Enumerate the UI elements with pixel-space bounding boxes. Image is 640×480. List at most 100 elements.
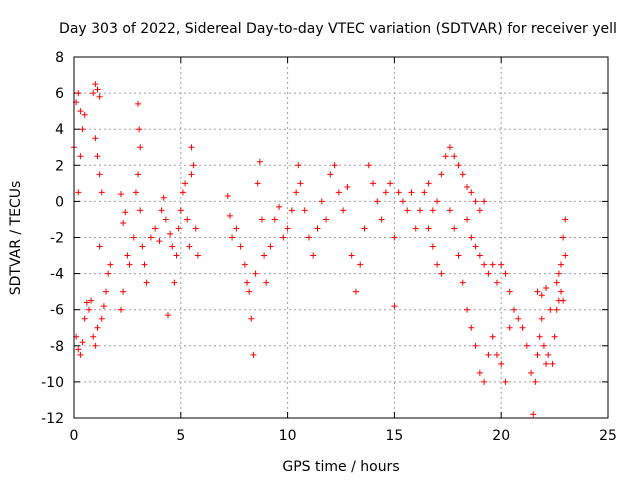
data-point [335,189,342,196]
y-tick-label: -6 [50,303,64,319]
data-point [233,225,240,232]
data-point [421,189,428,196]
data-point [96,171,103,178]
data-point [301,207,308,214]
data-point [280,234,287,241]
data-point [442,153,449,160]
data-point [502,270,509,277]
data-point [126,261,133,268]
data-point [75,90,82,97]
data-point [476,369,483,376]
data-point [511,306,518,313]
axis-ticks: 0 5 10 15 20 25 -12 -10 -8 -6 -4 -2 0 2 4 6 8 [41,50,617,444]
data-point [248,315,255,322]
data-point [173,252,180,259]
data-point [481,261,488,268]
data-point [451,153,458,160]
y-tick-label: -12 [41,411,64,427]
x-axis-label: GPS time / hours [282,459,399,475]
data-point [543,360,550,367]
data-point [562,216,569,223]
data-point [90,90,97,97]
data-point [357,261,364,268]
data-point [553,279,560,286]
data-point [446,207,453,214]
data-point [408,189,415,196]
data-point [295,162,302,169]
data-point [188,144,195,151]
data-point [92,135,99,142]
data-point [293,189,300,196]
data-point [528,369,535,376]
data-point [132,189,139,196]
data-point [502,378,509,385]
data-point [391,303,398,310]
y-tick-label: 6 [55,86,64,102]
data-point [147,234,154,241]
data-point [81,315,88,322]
data-point [98,189,105,196]
data-point [344,183,351,190]
data-point [135,171,142,178]
data-point [314,225,321,232]
data-point [256,158,263,165]
data-point [485,270,492,277]
data-point [417,207,424,214]
data-point [284,225,291,232]
data-point [120,220,127,227]
data-point [468,189,475,196]
y-tick-label: 4 [55,122,64,138]
data-point [258,216,265,223]
data-point [340,207,347,214]
y-tick-label: 2 [55,158,64,174]
data-point [143,279,150,286]
data-point [476,207,483,214]
data-point [472,342,479,349]
data-point [254,180,261,187]
data-point [523,342,530,349]
data-point [485,351,492,358]
data-point [391,234,398,241]
data-point [194,252,201,259]
data-point [378,216,385,223]
data-point [79,126,86,133]
data-point [77,351,84,358]
data-point [246,288,253,295]
data-point [374,198,381,205]
data-point [553,306,560,313]
y-tick-label: 0 [55,194,64,210]
data-point [530,411,537,418]
data-point [370,180,377,187]
y-tick-label: -2 [50,231,64,247]
data-point [472,198,479,205]
y-axis-label: SDTVAR / TECUs [8,181,24,296]
data-point [515,315,522,322]
data-point [276,203,283,210]
data-point [429,243,436,250]
data-point [244,279,251,286]
data-point [124,252,131,259]
data-point [459,171,466,178]
data-point [103,288,110,295]
data-point [167,230,174,237]
data-point [122,209,129,216]
data-point [77,108,84,115]
data-point [464,183,471,190]
data-point [182,180,189,187]
data-point [382,189,389,196]
data-point [130,234,137,241]
data-point [464,306,471,313]
data-point [464,216,471,223]
data-point [226,212,233,219]
y-tick-label: -8 [50,339,64,355]
data-point [188,171,195,178]
data-point [534,288,541,295]
data-point [555,297,562,304]
data-point [425,180,432,187]
data-point [547,306,554,313]
data-point [352,288,359,295]
data-point [117,191,124,198]
data-point [498,360,505,367]
data-point [288,207,295,214]
